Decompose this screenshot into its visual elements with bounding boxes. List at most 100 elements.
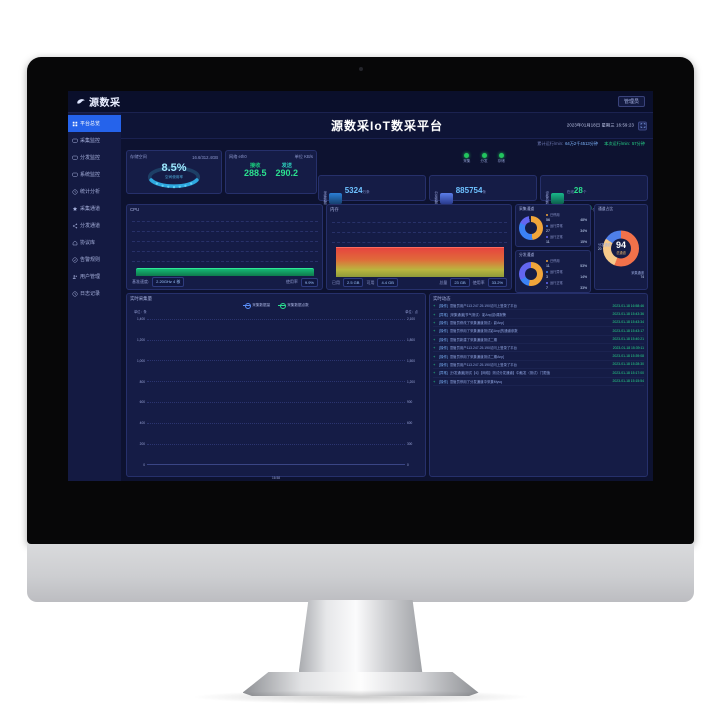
network-unit: 单位 KB/s xyxy=(294,154,313,159)
x-tick-label: 16:58 xyxy=(272,476,280,480)
log-row[interactable]: + [操作] 顶管员停用了分发通道中采集Mysq 2023-01-18 15:15:5… xyxy=(433,378,644,386)
history-icon xyxy=(72,291,78,296)
storage-percent-label: 空间使用率 xyxy=(165,175,183,179)
status-label: 分发 xyxy=(480,159,488,163)
sidebar-item-protocol-lib[interactable]: 协议库 xyxy=(68,234,121,251)
sidebar-label: 协议库 xyxy=(80,240,96,246)
channel-total-label: 总通道 xyxy=(616,250,626,255)
realtime-collect-chart: 实时采集量 采集数据量 采集数据点数 xyxy=(126,293,426,480)
plus-icon: + xyxy=(433,319,436,325)
trend-legend: 采集数据量 采集数据点数 xyxy=(127,303,425,309)
sidebar-label: 用户管理 xyxy=(80,274,101,280)
log-row[interactable]: + [操作] 顶管员停用了采集通道测试二期Anp] 2023-01-18 15:39:… xyxy=(433,352,644,361)
sidebar-item-log-record[interactable]: 日志记录 xyxy=(68,285,121,302)
sidebar-item-user-manage[interactable]: 用户管理 xyxy=(68,268,121,285)
stat-value: 64万2千4513分钟 xyxy=(565,140,599,146)
legend-collect-volume[interactable]: 采集数据量 xyxy=(243,303,270,309)
dist-channel-card: 分发通道 已停用 11 53% 运行异常 3 14 xyxy=(515,250,591,293)
sidebar-item-dist-monitor[interactable]: 分发监控 xyxy=(68,149,121,166)
collect-channel-title: 采集通道 xyxy=(519,207,535,211)
collect-channel-donut xyxy=(519,216,543,240)
sidebar-item-collect-channel[interactable]: 采集通道 xyxy=(68,200,121,217)
log-row[interactable]: + [操作] 顶管员用户113.247.25.190访问上登录了平台 2023-01-… xyxy=(433,344,644,353)
distribute-data-card: 分发数据 885754条 570535条 xyxy=(429,175,537,213)
distribute-row-1: 885754条 xyxy=(456,180,486,198)
sidebar-label: 日志记录 xyxy=(80,291,101,297)
plus-icon: + xyxy=(433,303,436,309)
system-chart-row: CPU 基准速度: 2.20GHz xyxy=(126,204,648,293)
memory-title: 内存 xyxy=(330,207,339,212)
kpi-big-row: 采集数据 5324万条 2652万条 xyxy=(318,175,648,213)
storage-gauge: 8.5% 空间使用率 xyxy=(130,160,218,190)
legend-values: 3 14% xyxy=(546,275,587,279)
monitor-shadow xyxy=(190,690,531,704)
legend-values: 7 33% xyxy=(546,286,587,290)
log-row[interactable]: + [异常] [采集通道]节气测试：影Anp]协调报警 2023-01-18 15:4… xyxy=(433,310,644,319)
log-row[interactable]: + [操作] 顶管员修改了采集通道测试：影Anp] 2023-01-18 15:43:… xyxy=(433,319,644,328)
admin-button[interactable]: 管理员 xyxy=(617,96,645,107)
sidebar-item-statistics[interactable]: 统计分析 xyxy=(68,183,121,200)
grid-row: 400 600 xyxy=(139,421,413,426)
memory-usage-label: 使用率 xyxy=(472,279,485,285)
memory-card: 内存 已用 2.5 GB 可用 xyxy=(326,204,512,290)
sidebar-item-dist-channel[interactable]: 分发通道 xyxy=(68,217,121,234)
send-value: 290.2 xyxy=(275,168,299,178)
star-icon xyxy=(72,206,78,211)
fullscreen-button[interactable] xyxy=(638,121,647,130)
sidebar-item-alarm-rules[interactable]: 告警规则 xyxy=(68,251,121,268)
memory-used-label: 已用 xyxy=(332,279,340,285)
distribute-unit: 条 xyxy=(482,190,487,194)
cpu-usage-area xyxy=(135,268,315,276)
activity-log-list[interactable]: + [操作] 顶管员用户113.247.25.190访问上登录了平台 2023-01-… xyxy=(430,302,647,476)
stat-session-runtime: 本次运行/min: 57分钟 xyxy=(604,141,645,147)
kpi-status-group: 采集 分发 存储 xyxy=(320,150,648,194)
log-row[interactable]: + [操作] 顶管员新建了采集通道测试二期 2023-01-18 15:40:21 xyxy=(433,336,644,344)
channel-total-value: 94 xyxy=(615,239,627,250)
monitor-stand-foot xyxy=(242,672,479,696)
legend-collect-points[interactable]: 采集数据点数 xyxy=(278,303,309,309)
log-row[interactable]: + [操作] 顶管员用户113.247.25.190访问上登录了平台 2023-01-… xyxy=(433,302,644,311)
trend-axis-units: 单位：条 单位：点 xyxy=(127,308,425,314)
monitor-icon xyxy=(72,155,78,159)
sidebar: 平台总览 采集监控 分发监控 系统监控 xyxy=(68,113,121,481)
sidebar-item-overview[interactable]: 平台总览 xyxy=(68,115,121,132)
cpu-usage-value: 9.9% xyxy=(300,277,318,287)
device-count-card: 设备总数 在线28个 总数1390个 xyxy=(540,175,648,213)
sidebar-label: 告警规则 xyxy=(80,257,101,263)
trend-title: 实时采集量 xyxy=(130,296,152,301)
plus-icon: + xyxy=(433,378,436,384)
page-title: 源数采IoT数采平台 xyxy=(331,119,443,133)
stat-label: 累计运行/min: xyxy=(537,140,564,146)
activity-title: 实时动态 xyxy=(433,296,451,301)
memory-usage-area xyxy=(335,247,504,277)
log-row[interactable]: + [操作] 顶管员停用了采集通道测试影Anp]的通道参数 2023-01-18 15… xyxy=(433,327,644,336)
devices-row-1: 在线28个 xyxy=(567,180,596,198)
plus-icon: + xyxy=(433,328,436,334)
channel-mini-column: 采集通道 已停用 56 48% 运行异常 27 3 xyxy=(515,204,591,293)
sidebar-item-system-monitor[interactable]: 系统监控 xyxy=(68,166,121,183)
log-row[interactable]: + [异常] [分发通道]测试【4】【网络】测试分发通道】中触发（测试）门限值 202… xyxy=(433,369,644,378)
page-header: 源数采IoT数采平台 2023年01月18日 星期三 16:59:23 xyxy=(121,113,653,139)
sidebar-label: 采集通道 xyxy=(80,206,101,212)
stat-value: 57分钟 xyxy=(631,140,645,146)
sidebar-label: 分发监控 xyxy=(80,155,101,161)
sidebar-item-collect-monitor[interactable]: 采集监控 xyxy=(68,132,121,149)
legend-values: 56 48% xyxy=(546,218,587,222)
monitor-icon xyxy=(72,138,78,142)
grid-row: 200 300 xyxy=(139,442,413,446)
app-root: 源数采 管理员 平台总览 采集监控 xyxy=(68,91,653,481)
sidebar-label: 分发通道 xyxy=(80,223,101,229)
log-row[interactable]: + [操作] 顶管员用户113.247.25.190访问上登录了平台 2023-01-… xyxy=(433,361,644,370)
webcam-icon xyxy=(358,67,363,71)
grid-row: 1,400 2,100 xyxy=(137,317,415,322)
status-label: 存储 xyxy=(497,159,505,163)
network-send: 发送 290.2 xyxy=(276,162,299,179)
share-icon xyxy=(72,223,78,228)
legend-item: 已停用 xyxy=(546,212,587,217)
y-left-label: 单位：条 xyxy=(134,310,147,314)
status-dot-icon xyxy=(481,153,487,158)
status-dot-icon xyxy=(498,153,504,158)
brand: 源数采 xyxy=(76,94,121,109)
cpu-title: CPU xyxy=(130,207,140,212)
